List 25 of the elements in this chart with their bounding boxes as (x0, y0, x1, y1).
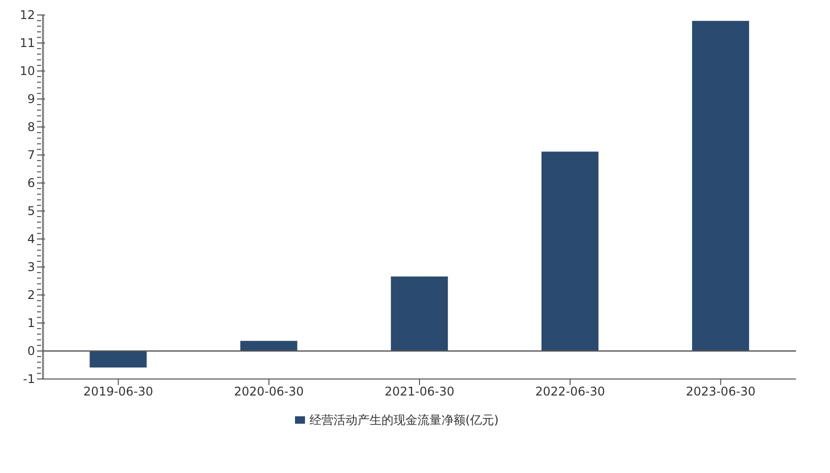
bar (390, 276, 448, 351)
y-tick-label: 0 (27, 344, 35, 358)
y-tick-label: 7 (27, 148, 35, 162)
y-tick-label: 11 (20, 36, 35, 50)
y-tick-label: 12 (20, 8, 35, 22)
y-tick-label: 1 (27, 316, 35, 330)
y-tick-label: 5 (27, 204, 35, 218)
y-tick-label: 8 (27, 120, 35, 134)
bar (90, 351, 147, 368)
x-tick-label: 2023-06-30 (686, 384, 756, 399)
bar (240, 340, 298, 351)
bar (541, 152, 598, 351)
bar (692, 20, 750, 351)
x-tick-label: 2021-06-30 (384, 384, 454, 399)
x-tick-label: 2022-06-30 (535, 384, 605, 399)
y-tick-label: 3 (27, 260, 35, 274)
y-tick-label: 6 (27, 176, 35, 190)
x-tick-label: 2019-06-30 (83, 384, 154, 399)
x-tick-label: 2020-06-30 (234, 384, 304, 399)
y-tick-label: 9 (27, 92, 35, 106)
y-tick-label: 4 (27, 232, 35, 246)
y-tick-label: -1 (23, 372, 35, 386)
y-tick-label: 10 (20, 64, 35, 78)
legend-label: 经营活动产生的现金流量净额(亿元) (309, 413, 499, 427)
y-tick-label: 2 (27, 288, 35, 302)
